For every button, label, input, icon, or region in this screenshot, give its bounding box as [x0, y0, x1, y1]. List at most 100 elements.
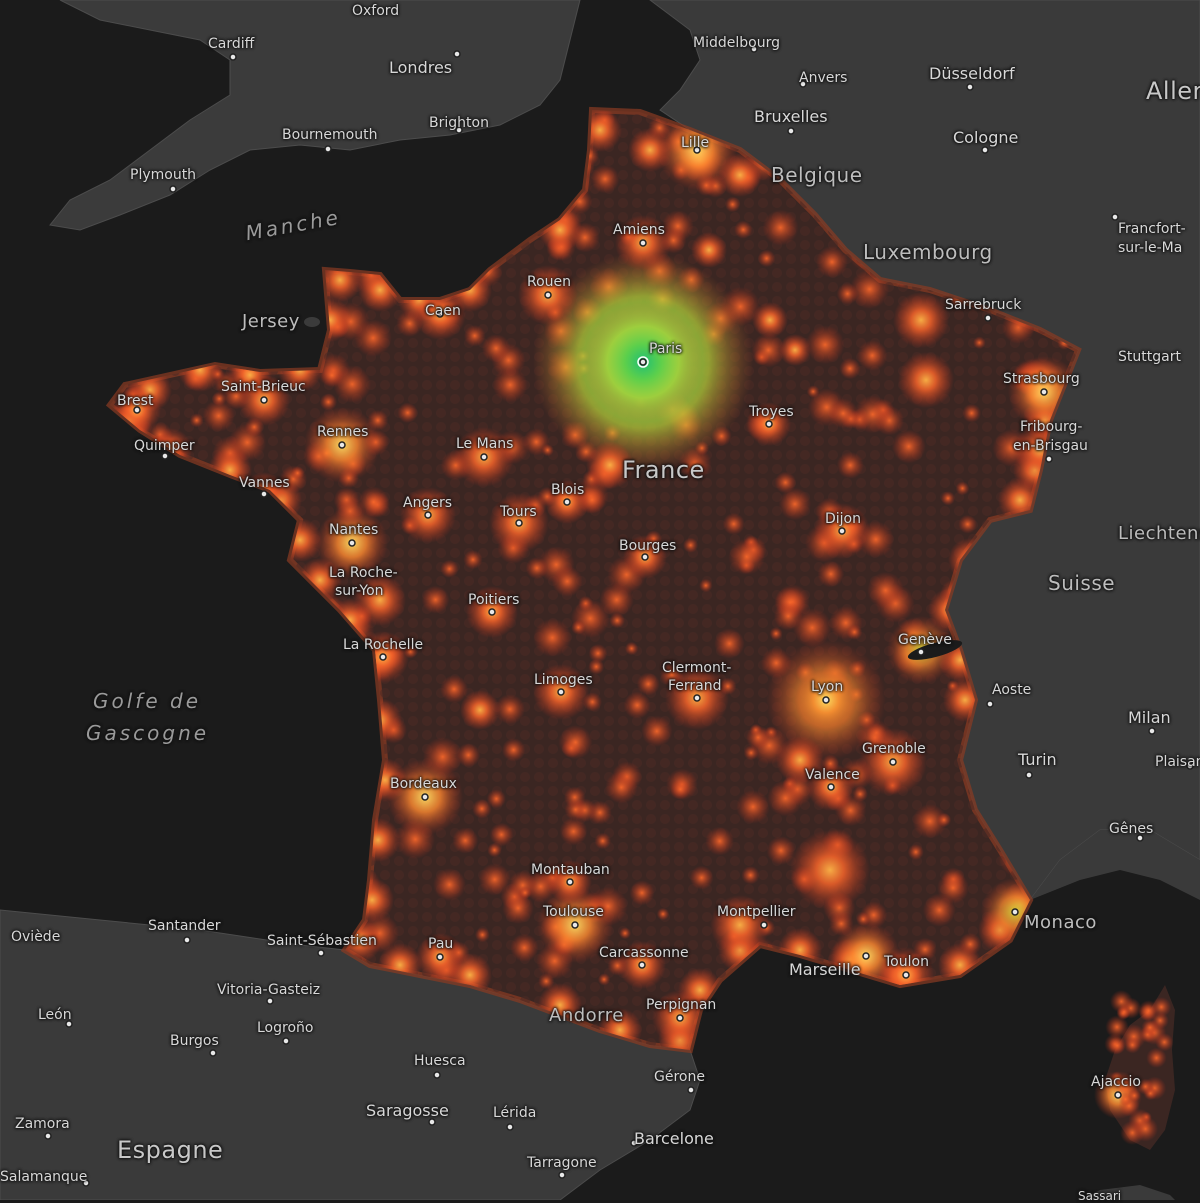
city-hotspot: [710, 895, 770, 955]
city-label-marseille: Marseille: [789, 960, 861, 979]
city-marker[interactable]: [571, 921, 579, 929]
city-marker[interactable]: [566, 878, 574, 886]
city-marker[interactable]: [676, 1014, 684, 1022]
city-marker[interactable]: [488, 608, 496, 616]
city-marker[interactable]: [981, 146, 989, 154]
city-marker[interactable]: [638, 961, 646, 969]
city-marker[interactable]: [229, 53, 237, 61]
city-marker[interactable]: [966, 83, 974, 91]
city-marker[interactable]: [506, 1123, 514, 1131]
city-marker[interactable]: [639, 239, 647, 247]
city-marker[interactable]: [1025, 771, 1033, 779]
city-marker[interactable]: [986, 700, 994, 708]
heat-blob: [571, 620, 586, 635]
city-marker[interactable]: [421, 793, 429, 801]
city-marker[interactable]: [558, 1171, 566, 1179]
city-hotspot: [898, 352, 954, 408]
city-marker[interactable]: [65, 1020, 73, 1028]
city-marker[interactable]: [787, 127, 795, 135]
city-marker[interactable]: [1111, 213, 1119, 221]
city-marker[interactable]: [827, 783, 835, 791]
city-marker[interactable]: [889, 758, 897, 766]
city-marker[interactable]: [44, 1132, 52, 1140]
city-label-tours: Tours: [500, 504, 537, 520]
city-label-londres: Londres: [389, 58, 453, 77]
city-marker[interactable]: [82, 1179, 90, 1187]
city-marker[interactable]: [133, 406, 141, 414]
capital-marker-paris[interactable]: [637, 356, 649, 368]
heat-blob: [769, 626, 783, 641]
city-marker[interactable]: [260, 396, 268, 404]
city-marker[interactable]: [428, 1118, 436, 1126]
city-label-cardiff: Cardiff: [208, 36, 255, 52]
heat-blob: [846, 624, 863, 640]
city-marker[interactable]: [838, 527, 846, 535]
city-marker[interactable]: [687, 1086, 695, 1094]
city-marker[interactable]: [324, 145, 332, 153]
heat-blob: [736, 790, 770, 824]
city-marker[interactable]: [424, 511, 432, 519]
city-marker[interactable]: [161, 452, 169, 460]
city-label-brest: Brest: [117, 393, 154, 409]
city-label-milan: Milan: [1128, 708, 1171, 727]
city-marker[interactable]: [455, 126, 463, 134]
city-marker[interactable]: [209, 1049, 217, 1057]
city-marker[interactable]: [480, 453, 488, 461]
city-marker[interactable]: [436, 953, 444, 961]
city-marker[interactable]: [515, 519, 523, 527]
city-marker[interactable]: [1186, 762, 1194, 770]
city-marker[interactable]: [750, 45, 758, 53]
heat-blob: [937, 871, 970, 904]
heat-blob: [609, 612, 626, 629]
city-marker[interactable]: [984, 314, 992, 322]
heat-blob: [487, 842, 502, 858]
city-label-fribourg-line2: en-Brisgau: [1013, 438, 1088, 454]
heat-blob: [558, 725, 593, 760]
heat-blob: [1155, 1033, 1174, 1052]
city-marker[interactable]: [266, 997, 274, 1005]
city-marker[interactable]: [1040, 388, 1048, 396]
city-marker[interactable]: [433, 1071, 441, 1079]
heat-blob: [472, 798, 492, 819]
city-marker[interactable]: [544, 291, 552, 299]
city-marker[interactable]: [1114, 1091, 1122, 1099]
city-marker[interactable]: [693, 146, 701, 154]
city-marker[interactable]: [260, 490, 268, 498]
heat-blob: [397, 402, 418, 423]
city-label-sarrebruck: Sarrebruck: [945, 297, 1022, 313]
city-marker[interactable]: [1045, 455, 1053, 463]
city-marker[interactable]: [348, 539, 356, 547]
city-label-dusseldorf: Düsseldorf: [929, 64, 1015, 83]
city-marker[interactable]: [630, 1139, 638, 1147]
city-marker[interactable]: [822, 696, 830, 704]
heat-blob: [486, 789, 506, 809]
city-marker[interactable]: [1011, 908, 1019, 916]
city-label-vannes: Vannes: [239, 475, 290, 491]
city-label-angers: Angers: [403, 495, 452, 511]
city-marker[interactable]: [862, 952, 870, 960]
city-marker[interactable]: [760, 921, 768, 929]
city-marker[interactable]: [693, 694, 701, 702]
city-marker[interactable]: [557, 688, 565, 696]
city-marker[interactable]: [902, 971, 910, 979]
city-marker[interactable]: [639, 358, 647, 366]
city-label-toulon: Toulon: [884, 954, 929, 970]
city-marker[interactable]: [917, 648, 925, 656]
city-label-blois: Blois: [551, 482, 585, 498]
city-marker[interactable]: [453, 50, 461, 58]
city-marker[interactable]: [563, 498, 571, 506]
city-marker[interactable]: [317, 949, 325, 957]
city-marker[interactable]: [1136, 834, 1144, 842]
city-marker[interactable]: [641, 553, 649, 561]
city-marker[interactable]: [436, 310, 444, 318]
city-marker[interactable]: [765, 420, 773, 428]
city-marker[interactable]: [282, 1037, 290, 1045]
city-marker[interactable]: [799, 80, 807, 88]
city-marker[interactable]: [338, 441, 346, 449]
city-marker[interactable]: [169, 185, 177, 193]
city-marker[interactable]: [183, 936, 191, 944]
city-marker[interactable]: [1148, 727, 1156, 735]
city-label-francfort-line2: sur-le-Ma: [1118, 240, 1183, 256]
city-marker[interactable]: [379, 653, 387, 661]
